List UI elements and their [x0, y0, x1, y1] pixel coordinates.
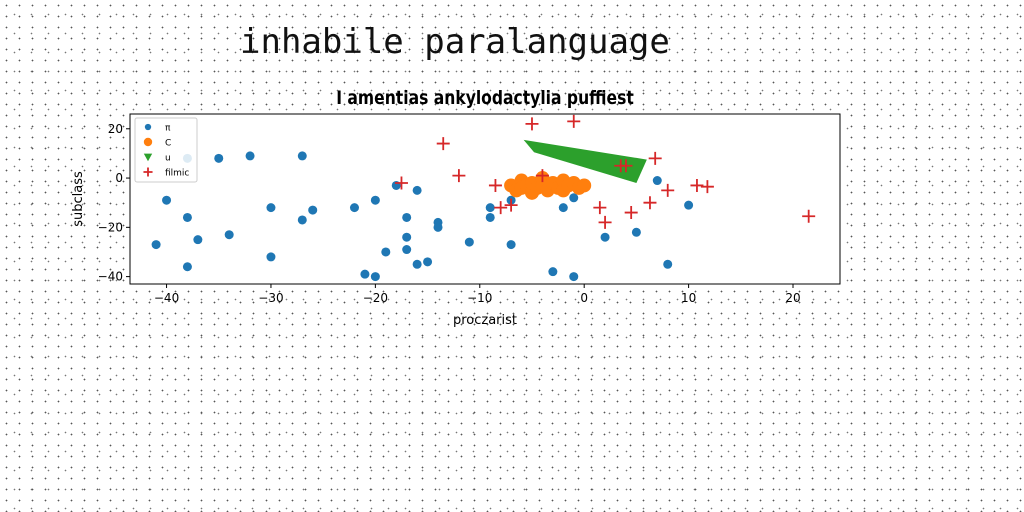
data-point	[297, 151, 307, 161]
legend-marker	[143, 167, 153, 177]
y-tick-label: 20	[108, 122, 123, 136]
y-tick-label: −40	[98, 270, 123, 284]
data-point	[569, 272, 579, 282]
data-point	[394, 176, 408, 190]
legend-label: π	[165, 124, 171, 134]
x-axis-label: proczarist	[453, 313, 517, 328]
plot-marks	[151, 114, 816, 282]
data-point	[558, 203, 568, 213]
legend-label: C	[165, 139, 171, 149]
data-point	[214, 153, 224, 163]
data-point	[349, 203, 359, 213]
data-point	[381, 247, 391, 257]
data-point	[600, 232, 610, 242]
data-point	[412, 259, 422, 269]
data-point	[402, 232, 412, 242]
data-point	[802, 209, 816, 223]
data-point	[663, 259, 673, 269]
legend-label: filmic	[165, 169, 189, 179]
data-point	[151, 240, 161, 250]
data-point	[464, 237, 474, 247]
x-tick-label: −10	[467, 291, 492, 305]
data-point	[506, 240, 516, 250]
x-tick-label: 0	[580, 291, 588, 305]
data-point	[504, 198, 518, 212]
data-point	[684, 200, 694, 210]
legend-label: u	[165, 154, 171, 164]
data-point	[548, 267, 558, 277]
data-point	[162, 195, 172, 205]
data-point	[535, 169, 549, 183]
axes: −40 −30 −20 −10 0 10 20 −40 −20 0 20	[98, 122, 801, 305]
x-tick-label: −20	[363, 291, 388, 305]
data-point	[436, 137, 450, 151]
data-point	[652, 176, 662, 186]
data-point	[624, 206, 638, 220]
legend-marker	[143, 153, 153, 162]
data-point	[224, 230, 234, 240]
data-point	[297, 215, 307, 225]
data-point	[245, 151, 255, 161]
data-point	[567, 114, 581, 128]
x-tick-label: −40	[154, 291, 179, 305]
data-point	[700, 180, 714, 194]
chart-title: I amentias ankylodactylia puffiest	[336, 88, 634, 110]
data-point	[619, 159, 633, 173]
x-tick-label: −30	[258, 291, 283, 305]
data-point	[193, 235, 203, 245]
data-point	[370, 195, 380, 205]
x-tick-label: 20	[785, 291, 800, 305]
data-point	[494, 201, 508, 215]
x-tick-label: 10	[681, 291, 696, 305]
y-axis-label: subclass	[71, 171, 86, 227]
data-point	[661, 183, 675, 197]
data-point	[360, 269, 370, 279]
legend-marker	[143, 137, 153, 147]
data-point	[643, 196, 657, 210]
legend-frame	[134, 117, 198, 183]
data-point	[488, 178, 502, 192]
data-point	[690, 178, 704, 192]
legend-marker	[144, 123, 152, 131]
plot-area	[129, 113, 841, 285]
data-point	[423, 257, 433, 267]
data-point	[569, 193, 579, 203]
data-point	[433, 222, 443, 232]
data-point	[452, 169, 466, 183]
series-band-2	[523, 139, 647, 183]
data-point	[402, 212, 412, 222]
data-point	[577, 178, 592, 193]
data-point	[525, 117, 539, 131]
data-point	[485, 203, 495, 213]
data-point	[308, 205, 318, 215]
data-point	[402, 245, 412, 255]
legend: πCu filmic	[134, 117, 198, 183]
data-point	[266, 252, 276, 262]
data-point	[412, 185, 422, 195]
data-point	[598, 215, 612, 229]
data-point	[182, 262, 192, 272]
data-point	[182, 212, 192, 222]
page-title: inhabile paralanguage	[240, 22, 670, 62]
data-point	[648, 151, 662, 165]
data-point	[485, 212, 495, 222]
data-point	[370, 272, 380, 282]
data-point	[631, 227, 641, 237]
y-tick-label: −20	[98, 220, 123, 234]
y-tick-label: 0	[115, 171, 123, 185]
data-point	[593, 201, 607, 215]
data-point	[266, 203, 276, 213]
